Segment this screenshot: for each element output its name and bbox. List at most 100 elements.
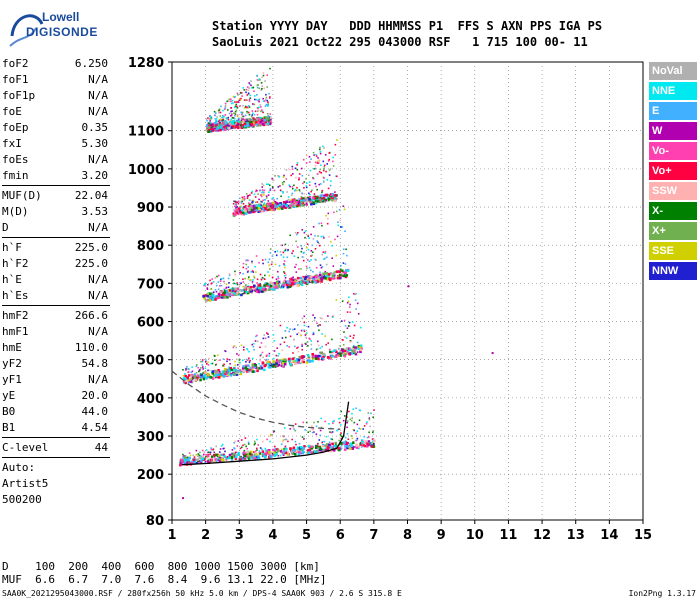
echo-dot (323, 201, 326, 203)
echo-dot (192, 458, 196, 461)
echo-dot (344, 275, 348, 279)
echo-dot (311, 189, 313, 191)
echo-dot (240, 282, 242, 284)
echo-dot (279, 360, 282, 363)
echo-dot (224, 107, 227, 109)
echo-dot (304, 275, 308, 279)
echo-dot (301, 317, 304, 320)
echo-dot (322, 235, 325, 238)
echo-dot (198, 369, 201, 372)
echo-dot (227, 374, 230, 376)
echo-dot (210, 122, 212, 124)
echo-dot (197, 366, 199, 369)
echo-dot (208, 118, 210, 121)
echo-dot (280, 448, 283, 451)
param-row: foEp 0.35 (2, 120, 110, 136)
echo-dot (300, 250, 303, 253)
echo-dot (310, 451, 314, 454)
echo-dot (293, 204, 297, 207)
echo-dot (221, 116, 223, 119)
echo-dot (189, 378, 191, 380)
echo-dot (322, 197, 325, 200)
echo-dot (315, 273, 318, 277)
echo-dot (272, 431, 275, 433)
echo-dot (218, 456, 221, 459)
echo-dot (284, 249, 287, 252)
echo-dot (241, 458, 245, 461)
echo-dot (191, 461, 194, 464)
echo-dot (242, 281, 245, 283)
echo-dot (254, 201, 257, 204)
echo-dot (260, 89, 263, 91)
echo-dot (306, 452, 308, 454)
echo-dot (259, 205, 263, 208)
echo-dot (330, 198, 334, 202)
echo-dot (338, 352, 342, 355)
echo-dot (251, 368, 254, 371)
echo-dot (325, 170, 327, 173)
echo-dot (300, 201, 303, 204)
echo-dot (243, 449, 246, 452)
echo-dot (346, 441, 349, 445)
echo-dot (207, 364, 210, 366)
echo-dot (344, 352, 347, 356)
echo-dot (282, 280, 286, 283)
echo-dot (305, 177, 307, 180)
echo-dot (316, 188, 318, 191)
echo-dot (235, 101, 238, 103)
echo-dot (335, 350, 338, 354)
echo-dot (259, 360, 261, 362)
echo-dot (321, 224, 323, 227)
echo-dot (210, 459, 213, 461)
echo-dot (228, 100, 231, 102)
echo-dot (248, 206, 252, 210)
echo-dot (279, 343, 282, 346)
x-tick-label: 15 (634, 528, 652, 543)
param-row: D N/A (2, 220, 110, 236)
echo-dot (343, 274, 346, 278)
echo-dot (302, 256, 305, 258)
echo-dot (332, 196, 336, 199)
echo-dot (251, 270, 254, 272)
echo-dot (229, 295, 231, 298)
echo-dot (326, 256, 328, 259)
echo-dot (207, 369, 209, 372)
echo-dot (246, 111, 249, 114)
echo-dot (292, 250, 294, 252)
echo-dot (353, 351, 357, 354)
legend-item: NNW (649, 262, 697, 280)
echo-dot (312, 151, 315, 154)
echo-dot (320, 355, 322, 357)
echo-dot (281, 207, 284, 210)
echo-dot (274, 283, 277, 286)
echo-dot (224, 367, 227, 371)
echo-dot (242, 278, 244, 280)
echo-dot (346, 311, 349, 313)
echo-dot (283, 341, 286, 344)
echo-dot (338, 448, 341, 452)
echo-dot (223, 289, 227, 293)
echo-dot (210, 282, 213, 285)
echo-dot (293, 202, 297, 205)
echo-dots (179, 67, 376, 467)
echo-dot (201, 360, 204, 363)
echo-dot (245, 91, 247, 94)
echo-dot (246, 119, 250, 122)
echo-dot (232, 294, 234, 296)
echo-dot (299, 281, 303, 284)
echo-dot (236, 212, 239, 215)
echo-dot (272, 197, 275, 199)
echo-dot (331, 431, 334, 433)
echo-dot (235, 103, 237, 106)
echo-dot (237, 453, 241, 456)
echo-dot (222, 458, 225, 462)
echo-dot (222, 277, 225, 280)
echo-dot (209, 292, 212, 296)
echo-dot (317, 357, 320, 361)
echo-dot (247, 441, 250, 444)
echo-dot (241, 209, 244, 212)
echo-dot (255, 453, 258, 456)
echo-dot (222, 118, 225, 121)
echo-dot (228, 274, 231, 277)
param-row: yE 20.0 (2, 388, 110, 404)
